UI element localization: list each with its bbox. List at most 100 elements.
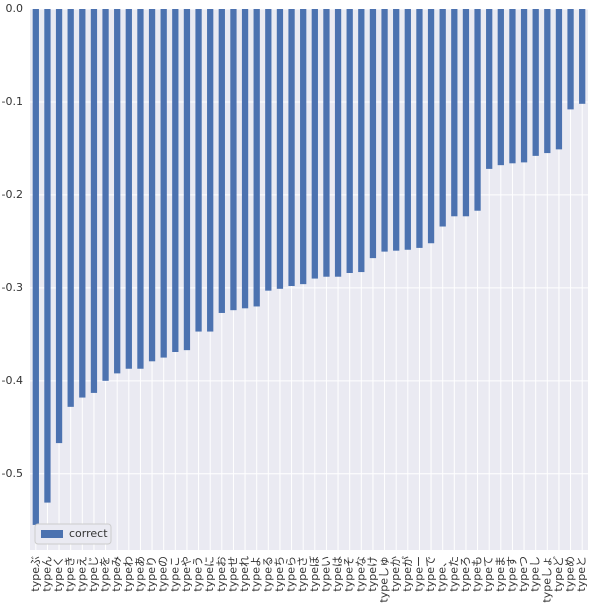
bar [67,9,74,407]
bar [114,9,121,374]
x-tick-label: typeも [471,556,484,592]
x-tick-label: typeしゅ [378,556,391,603]
x-tick-label: typeが [400,556,414,592]
bar [311,9,318,279]
x-tick-label: typeぶ [29,556,42,592]
x-tick-label: typeめ [564,556,577,592]
x-tick-label: typeち [273,556,286,592]
x-tick-label: typeか [389,556,402,592]
x-tick-label: typeせ [226,556,239,592]
legend-box [34,523,112,545]
bar [79,9,86,398]
x-tick-label: typeれ [238,556,251,592]
bar [579,9,586,104]
bar [32,9,39,525]
x-tick-label: typeり [145,556,158,592]
bar [346,9,353,273]
bar [148,9,156,362]
x-tick-label: typeみ [110,556,123,592]
bar [323,9,330,277]
x-tick-label: typeく [52,556,65,592]
bar [567,9,574,110]
x-tick-label: typeこ [168,556,181,592]
y-tick-label: -0.1 [2,95,23,108]
x-tick-label: typeお [215,556,228,592]
bar [207,9,214,332]
x-tick-label: typeさ [296,556,309,592]
x-tick-label: typeて [482,556,495,592]
bar [381,9,388,252]
x-tick-label: typeで [424,556,437,592]
bar [195,9,202,332]
bar [253,9,260,307]
x-tick-label: typeん [40,556,53,592]
bar [416,9,423,248]
x-tick-label: typeつ [517,556,530,592]
x-tick-label: typeわ [122,556,135,592]
y-tick-label: -0.5 [2,467,23,480]
bar [404,9,411,250]
x-tick-label: typeう [192,556,205,592]
bar [276,9,284,289]
bar [427,9,435,244]
bar [393,9,400,251]
bar [451,9,458,217]
x-tick-label: typeの [157,556,170,592]
x-tick-label: typeしょ [540,556,553,603]
bar [358,9,365,273]
bar [125,9,132,369]
x-tick-label: typeあ [133,556,146,592]
plot-area [30,9,588,550]
x-tick-label: typeそ [343,556,356,592]
x-tick-label: typeぼ [308,556,321,592]
bar [474,9,481,211]
bar [218,9,225,313]
bar [544,9,551,154]
bar [172,9,179,353]
x-tick-label: typeえ [75,556,88,592]
x-tick-label: typeた [447,556,460,592]
x-tick-label: typeよ [250,556,263,592]
bar [462,9,470,217]
x-tick-label: typeを [99,556,112,592]
legend-label: correct [69,527,108,540]
y-tick-label: 0.0 [6,2,24,15]
x-tick-label: typeし [529,556,542,592]
x-tick-label: typeま [494,556,507,592]
bar [555,9,563,150]
bar [486,9,493,169]
legend-swatch [41,530,63,538]
x-tick-label: type、 [436,556,449,592]
bar [102,9,109,381]
x-tick-label: typeに [203,556,216,592]
x-tick-label: typeと [575,556,588,592]
bar [241,9,249,309]
bar [520,9,528,163]
x-tick-label: typeろ [459,556,472,592]
bar [439,9,446,227]
x-tick-label: typeる [261,556,274,592]
bar [55,9,63,444]
x-tick-label: typeき [64,556,77,592]
x-tick-label: typeは [331,556,344,592]
bar [230,9,237,311]
bar [160,9,167,358]
y-tick-label: -0.4 [2,374,23,387]
x-tick-label: typeど [552,556,565,592]
bar [137,9,144,369]
x-tick-label: typeす [505,556,518,592]
bar [509,9,516,164]
bar [288,9,295,287]
bar [90,9,98,393]
bar [497,9,504,166]
x-tick-label: typeら [285,556,298,592]
bar [44,9,51,503]
y-tick-label: -0.3 [2,281,23,294]
bar [369,9,377,259]
y-tick-label: -0.2 [2,188,23,201]
x-tick-label: typeや [180,556,193,592]
x-tick-label: typeけ [366,556,379,592]
x-tick-label: typeな [354,556,367,592]
bar [532,9,539,156]
